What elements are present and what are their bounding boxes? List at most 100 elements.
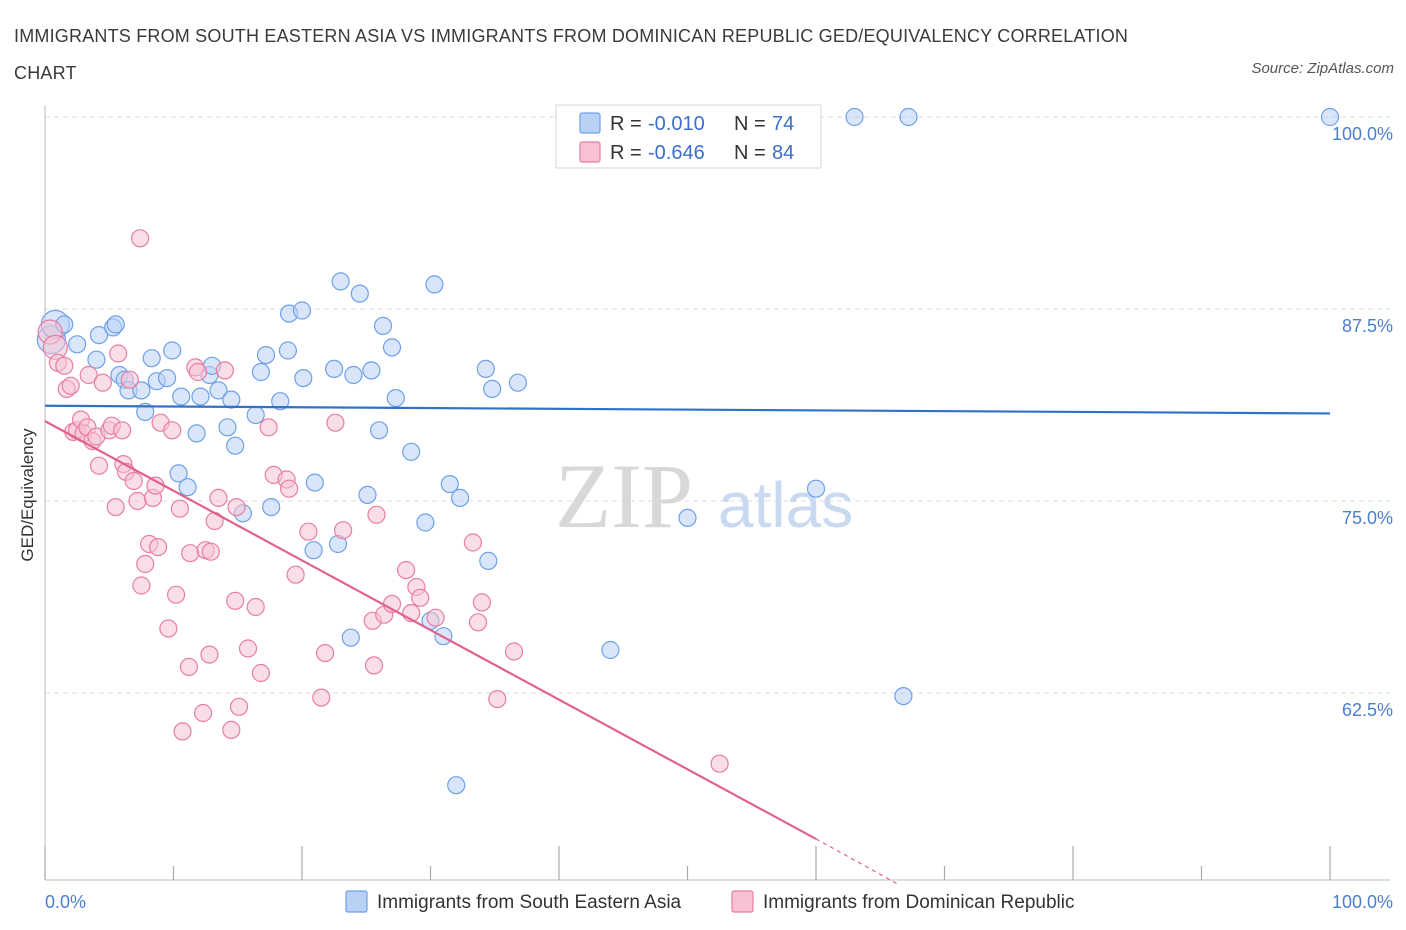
legend-n-label-2: N =	[734, 142, 766, 164]
point-blue-61	[479, 551, 498, 571]
point-blue-5	[89, 326, 109, 345]
point-pink-34	[159, 619, 178, 638]
point-pink-36	[167, 585, 186, 604]
y-tick-label-1: 87.5%	[1342, 316, 1393, 336]
point-blue-37	[294, 369, 313, 388]
point-pink-20	[112, 421, 132, 440]
point-pink-79	[472, 593, 491, 612]
point-blue-42	[331, 272, 350, 291]
watermark-atlas: atlas	[718, 469, 853, 541]
point-pink-3	[55, 356, 74, 375]
point-pink-69	[367, 505, 386, 524]
point-pink-46	[201, 542, 220, 561]
x-tick-label-1: 100.0%	[1332, 892, 1393, 912]
point-blue-48	[370, 421, 389, 440]
point-blue-13	[142, 349, 161, 368]
point-pink-24	[124, 471, 143, 491]
point-pink-61	[286, 565, 305, 584]
point-pink-23	[120, 370, 139, 389]
point-blue-50	[382, 338, 402, 357]
point-pink-49	[215, 361, 234, 380]
x-tick-label-0: 0.0%	[45, 892, 86, 912]
point-blue-66	[806, 479, 826, 498]
point-pink-39	[179, 657, 198, 677]
bottom-legend-swatch-blue	[345, 890, 368, 913]
point-blue-20	[187, 424, 206, 443]
legend-n-label-1: N =	[734, 113, 766, 135]
source-label: Source: ZipAtlas.com	[1251, 60, 1394, 77]
series-dominican-republic	[37, 229, 729, 773]
point-pink-50	[222, 720, 241, 740]
point-pink-11	[79, 365, 98, 385]
point-pink-15	[93, 373, 112, 392]
bottom-legend-label-1: Immigrants from South Eastern Asia	[377, 892, 682, 913]
point-pink-80	[488, 689, 507, 709]
point-blue-4	[87, 350, 106, 369]
point-pink-78	[468, 613, 488, 632]
point-pink-37	[170, 499, 189, 518]
point-pink-56	[251, 663, 270, 683]
point-blue-32	[262, 498, 281, 517]
point-pink-72	[397, 560, 416, 580]
point-blue-26	[222, 390, 241, 409]
point-pink-53	[229, 697, 249, 716]
point-blue-67	[845, 107, 864, 127]
point-pink-18	[106, 498, 125, 517]
point-blue-44	[344, 365, 363, 385]
point-blue-15	[158, 369, 177, 388]
point-blue-33	[271, 392, 290, 411]
point-blue-34	[278, 341, 297, 360]
point-blue-40	[325, 359, 344, 378]
point-pink-28	[136, 554, 155, 574]
point-pink-45	[200, 645, 219, 664]
point-blue-17	[172, 387, 191, 406]
legend-r-value-1: -0.010	[648, 113, 705, 135]
legend-r-label-1: R =	[610, 113, 642, 135]
bottom-legend-label-2: Immigrants from Dominican Republic	[763, 892, 1075, 913]
point-blue-16	[163, 341, 182, 360]
legend-r-value-2: -0.646	[648, 142, 705, 164]
point-pink-81	[504, 642, 524, 661]
point-blue-55	[425, 275, 444, 294]
point-pink-77	[463, 533, 482, 552]
point-pink-32	[149, 537, 168, 557]
point-pink-48	[209, 488, 228, 507]
point-pink-5	[61, 376, 80, 395]
legend-n-value-1: 74	[772, 113, 794, 135]
point-blue-69	[899, 107, 918, 127]
point-blue-19	[178, 478, 197, 497]
point-pink-63	[312, 688, 331, 707]
point-blue-18	[169, 464, 188, 483]
point-blue-39	[305, 473, 324, 492]
y-tick-label-0: 100.0%	[1332, 124, 1393, 144]
point-blue-29	[246, 405, 265, 425]
point-blue-70	[1320, 107, 1340, 127]
point-pink-14	[89, 456, 109, 475]
bottom-legend-swatch-pink	[731, 890, 754, 913]
chart-title: IMMIGRANTS FROM SOUTH EASTERN ASIA VS IM…	[14, 26, 1129, 83]
point-pink-64	[316, 643, 335, 663]
point-blue-53	[416, 513, 435, 532]
point-blue-31	[256, 346, 276, 365]
watermark-zip: ZIP	[555, 445, 693, 547]
point-blue-3	[67, 335, 87, 354]
point-pink-40	[181, 544, 200, 563]
point-blue-63	[508, 373, 528, 392]
correlation-legend: R = -0.010 N = 74 R = -0.646 N = 84	[555, 104, 822, 169]
legend-swatch-blue	[579, 112, 601, 134]
point-blue-47	[362, 361, 381, 380]
point-pink-57	[259, 418, 278, 437]
point-pink-54	[238, 639, 258, 658]
tick-labels: 100.0% 87.5% 75.0% 62.5% 0.0% 100.0%	[45, 124, 1393, 912]
series-legend: Immigrants from South Eastern Asia Immig…	[345, 890, 1075, 913]
point-blue-59	[451, 488, 470, 507]
point-blue-25	[218, 418, 237, 437]
point-blue-60	[476, 359, 495, 378]
point-pink-35	[163, 421, 182, 440]
y-tick-label-2: 75.0%	[1342, 508, 1393, 528]
point-blue-68	[894, 686, 913, 706]
point-blue-24	[209, 381, 228, 400]
trend-line-pink-extension	[815, 838, 900, 886]
gridlines	[45, 116, 1390, 694]
